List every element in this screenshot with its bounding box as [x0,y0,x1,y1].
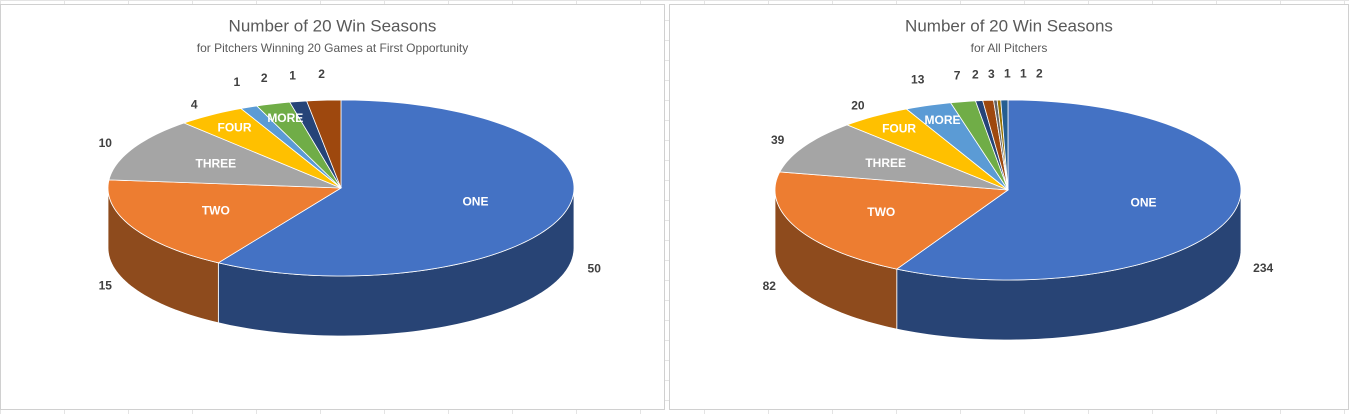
category-label: FOUR [882,122,916,136]
data-label: 1 [234,75,241,89]
data-label: 2 [972,67,979,81]
data-label: 50 [588,261,602,275]
data-label: 4 [191,98,198,112]
pie-slice [217,99,575,277]
data-label: 2 [261,71,268,85]
category-label: FOUR [217,120,251,134]
data-label: 15 [99,278,113,292]
pie-slice [895,99,1242,281]
chart-subtitle: for Pitchers Winning 20 Games at First O… [197,41,468,55]
pie-slice [846,108,1009,191]
chart-box: Number of 20 Win Seasons for All Pitchers… [669,4,1349,410]
data-label: 1 [289,68,296,82]
data-label: 234 [1253,261,1273,275]
pie-slice [255,101,342,189]
chart: Number of 20 Win Seasons for Pitchers Win… [99,16,602,337]
data-label: 2 [1036,66,1043,80]
chart: Number of 20 Win Seasons for All Pitchers… [763,16,1274,341]
data-label: 7 [954,68,961,82]
category-label: MORE [267,111,303,125]
chart-title: Number of 20 Win Seasons [229,16,437,35]
data-label: 13 [911,73,925,87]
pie-slice [306,99,342,189]
category-label: THREE [196,157,237,171]
category-label: ONE [462,195,488,209]
category-label: ONE [1130,195,1156,209]
data-label: 1 [1020,67,1027,81]
chart-subtitle: for All Pitchers [971,41,1048,55]
category-label: TWO [202,204,230,218]
pie-slice [905,102,1009,191]
pie-slice [1000,99,1009,191]
data-label: 20 [851,99,865,113]
data-label: 3 [988,67,995,81]
data-label: 10 [99,136,113,150]
data-label: 2 [318,67,325,81]
pie-slice [107,179,343,264]
data-label: 39 [771,133,785,147]
category-label: TWO [867,205,895,219]
pie-slice [779,124,1009,191]
chart-title: Number of 20 Win Seasons [905,16,1113,35]
chart-box: Number of 20 Win Seasons for Pitchers Win… [0,4,665,410]
pie-slice [774,171,1010,270]
data-label: 1 [1004,67,1011,81]
pie-slice [182,108,342,189]
category-label: MORE [924,113,960,127]
pie-slice [108,122,342,189]
data-label: 82 [763,279,777,293]
category-label: THREE [865,156,906,170]
